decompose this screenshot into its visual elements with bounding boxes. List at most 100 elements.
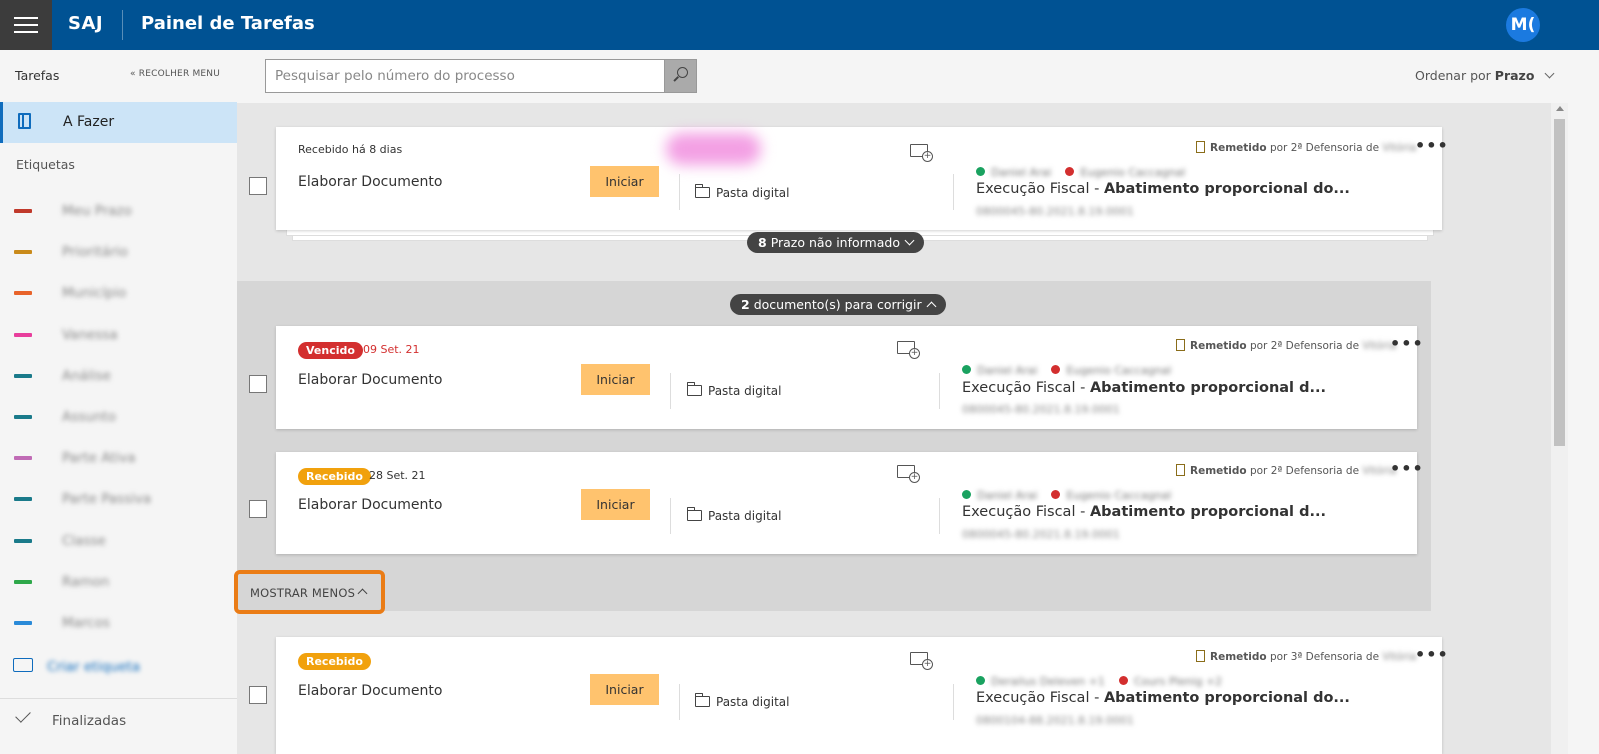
more-options-icon[interactable]: ••• [1415, 136, 1449, 155]
class-prefix: Execução Fiscal - [976, 181, 1104, 197]
add-tag-icon[interactable] [910, 144, 933, 162]
menu-icon[interactable] [0, 0, 52, 50]
sent-location: Vitória [1382, 651, 1417, 663]
correction-group-toggle[interactable]: 2 documento(s) para corrigir [730, 294, 946, 315]
top-bar: SAJ Painel de Tarefas M( [0, 0, 1599, 50]
task-checkbox[interactable] [249, 375, 267, 393]
digital-folder-link[interactable]: Pasta digital [687, 507, 782, 523]
tag-color-swatch [14, 415, 32, 419]
brand-divider [122, 10, 123, 40]
sent-info: Remetido por 3ª Defensoria de Vitória [1196, 648, 1417, 663]
process-number: 0800045-80.2021.8.19.0001 [976, 205, 1134, 218]
task-title: Elaborar Documento [298, 174, 443, 190]
more-options-icon[interactable]: ••• [1415, 645, 1449, 664]
process-class[interactable]: Execução Fiscal - Abatimento proporciona… [976, 690, 1350, 706]
process-class[interactable]: Execução Fiscal - Abatimento proporciona… [962, 380, 1326, 396]
task-checkbox[interactable] [249, 500, 267, 518]
active-party: Daniel Arai [991, 166, 1052, 179]
task-checkbox[interactable] [249, 686, 267, 704]
sidebar-tag-item[interactable]: Assunto [0, 402, 237, 432]
bookmark-icon [18, 113, 31, 129]
sort-dropdown[interactable]: Ordenar por Prazo [1415, 68, 1555, 83]
active-party-icon [976, 676, 985, 685]
task-checkbox[interactable] [249, 177, 267, 195]
search-input[interactable] [265, 59, 665, 93]
more-options-icon[interactable]: ••• [1390, 459, 1424, 478]
scroll-thumb[interactable] [1554, 119, 1565, 446]
tag-color-swatch [14, 456, 32, 461]
sidebar-tag-item[interactable]: Município [0, 278, 237, 308]
no-deadline-group-toggle[interactable]: 8 Prazo não informado [747, 232, 924, 253]
add-tag-icon [13, 658, 33, 672]
add-tag-icon[interactable] [910, 652, 933, 670]
digital-folder-link[interactable]: Pasta digital [695, 693, 789, 709]
sidebar-tag-item[interactable]: Vanessa [0, 320, 237, 350]
tag-label: Marcos [62, 615, 110, 631]
create-tag-button[interactable]: Criar etiqueta [0, 652, 237, 682]
tag-color-swatch [14, 579, 32, 584]
sidebar-tag-item[interactable]: Ramon [0, 567, 237, 597]
sidebar-tag-item[interactable]: Prioritário [0, 237, 237, 267]
sidebar-tag-item[interactable]: Classe [0, 526, 237, 556]
class-subject: Abatimento proporcional do... [1103, 181, 1350, 197]
sidebar-tag-item[interactable]: Parte Ativa [0, 443, 237, 473]
add-tag-icon[interactable] [897, 465, 920, 483]
scrollbar[interactable] [1551, 103, 1568, 754]
class-prefix: Execução Fiscal - [962, 380, 1090, 396]
digital-folder-link[interactable]: Pasta digital [695, 184, 789, 200]
document-icon [1196, 141, 1205, 153]
class-subject: Abatimento proporcional d... [1089, 504, 1326, 520]
sidebar-tag-item[interactable]: Análise [0, 361, 237, 391]
sidebar-item-a-fazer[interactable]: A Fazer [0, 102, 237, 143]
sent-by: por 2ª Defensoria de [1249, 465, 1360, 477]
parties-info: Daniel Arai Eugenio Caccagnal [962, 364, 1171, 377]
more-options-icon[interactable]: ••• [1390, 334, 1424, 353]
sent-by: por 2ª Defensoria de [1269, 142, 1380, 154]
brand-logo[interactable]: SAJ [68, 13, 104, 34]
search-button[interactable] [664, 59, 697, 93]
sidebar-item-finalizadas[interactable]: Finalizadas [0, 705, 237, 735]
document-icon [1176, 464, 1185, 476]
tag-color-swatch [14, 538, 32, 543]
process-class[interactable]: Execução Fiscal - Abatimento proporciona… [962, 504, 1326, 520]
search-icon-handle [673, 76, 679, 82]
sidebar-tag-item[interactable]: Marcos [0, 608, 237, 638]
sort-value: Prazo [1494, 68, 1535, 83]
sent-location: Vitória [1382, 142, 1417, 154]
tag-color-swatch [14, 373, 32, 378]
sent-info: Remetido por 2ª Defensoria de Vitória [1176, 337, 1397, 352]
sidebar-tag-item[interactable]: Meu Prazo [0, 196, 237, 226]
passive-party: Eugenio Caccagnal [1066, 489, 1172, 502]
scroll-up-arrow[interactable] [1556, 106, 1564, 111]
sent-location: Vitória [1362, 465, 1397, 477]
group-count: 8 [758, 235, 767, 250]
tag-label: Parte Passiva [62, 491, 152, 508]
start-button[interactable]: Iniciar [581, 364, 650, 395]
parties-info: Derailus Deleven +1 Cours Plenig +2 [976, 675, 1222, 688]
start-button[interactable]: Iniciar [590, 674, 659, 705]
passive-party-icon [1051, 490, 1061, 499]
digital-folder-link[interactable]: Pasta digital [687, 382, 781, 398]
right-margin [1568, 50, 1599, 754]
task-card[interactable]: Vencido 09 Set. 21 Elaborar Documento In… [276, 326, 1423, 429]
collapse-menu-button[interactable]: « RECOLHER MENU [130, 69, 221, 79]
folder-label: Pasta digital [708, 509, 782, 523]
process-class[interactable]: Execução Fiscal - Abatimento proporciona… [976, 181, 1350, 197]
task-card[interactable]: Recebido há 8 dias Elaborar Documento In… [276, 127, 1448, 230]
chevron-up-icon [926, 301, 937, 312]
process-number: 0800104-88.2021.8.19.0001 [976, 714, 1134, 727]
add-tag-icon[interactable] [897, 341, 920, 359]
chevron-up-icon [357, 588, 368, 599]
active-party: Derailus Deleven +1 [991, 675, 1105, 688]
task-card[interactable]: Recebido Elaborar Documento Iniciar Past… [276, 637, 1448, 754]
passive-party: Eugenio Caccagnal [1066, 364, 1172, 377]
show-less-button[interactable]: MOSTRAR MENOS [234, 570, 385, 614]
start-button[interactable]: Iniciar [581, 489, 650, 520]
sidebar-tag-item[interactable]: Parte Passiva [0, 484, 237, 514]
task-card[interactable]: Recebido 28 Set. 21 Elaborar Documento I… [276, 452, 1423, 554]
tag-label: Meu Prazo [62, 203, 132, 219]
start-button[interactable]: Iniciar [590, 166, 659, 197]
user-avatar[interactable]: M( [1506, 8, 1540, 42]
tag-label: Município [62, 285, 127, 302]
due-date: 09 Set. 21 [363, 343, 420, 356]
